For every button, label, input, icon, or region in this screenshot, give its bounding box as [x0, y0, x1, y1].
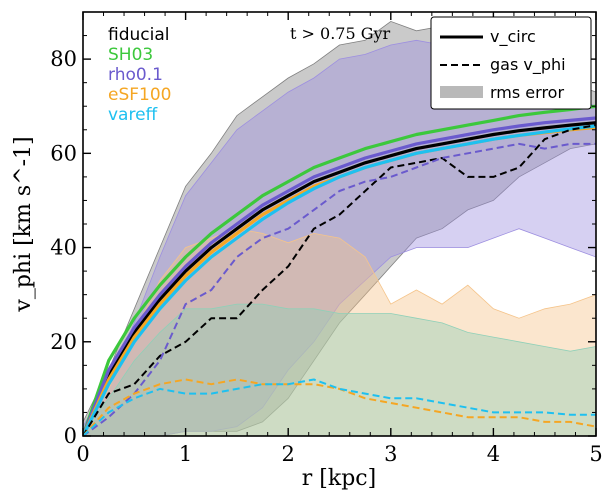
- gas-line-fiducial: [83, 124, 596, 436]
- x-tick-label: 4: [487, 442, 500, 466]
- x-tick-label: 1: [179, 442, 192, 466]
- gas-line-esf100: [83, 378, 596, 436]
- gas-line-vareff: [83, 378, 596, 436]
- y-tick-label: 60: [50, 141, 77, 165]
- legend: v_circ gas v_phi rms error: [430, 16, 592, 110]
- vcirc-line-rho0-1: [83, 116, 596, 436]
- x-tick-label: 5: [589, 442, 602, 466]
- y-tick-label: 40: [50, 236, 77, 260]
- legend-band-swatch: [440, 86, 483, 98]
- y-tick-label: 0: [64, 424, 77, 448]
- gas-line-rho0-1: [83, 142, 596, 436]
- x-tick-label: 2: [282, 442, 295, 466]
- time-annotation: t > 0.75 Gyr: [290, 24, 391, 43]
- y-axis-title: v_phi [km s^-1]: [11, 136, 36, 312]
- x-tick-label: 0: [76, 442, 89, 466]
- sim-label-esf100: eSF100: [108, 85, 171, 105]
- sim-label-vareff: vareff: [108, 105, 159, 125]
- axis-ticks: 0 1 2 3 4 5 0 20 40 60 80: [50, 11, 603, 466]
- vcirc-line-fiducial: [83, 121, 596, 436]
- legend-gas-label: gas v_phi: [490, 55, 566, 75]
- velocity-lines: [83, 104, 596, 436]
- legend-rms-label: rms error: [490, 83, 564, 102]
- sim-label-rho0-1: rho0.1: [108, 65, 163, 85]
- x-axis-title: r [kpc]: [302, 466, 376, 491]
- sim-label-fiducial: fiducial: [108, 25, 169, 45]
- band-vareff: [83, 303, 596, 436]
- legend-vcirc-label: v_circ: [490, 27, 536, 47]
- vcirc-line-sh03: [83, 104, 596, 436]
- y-tick-label: 20: [50, 330, 77, 354]
- y-tick-label: 80: [50, 47, 77, 71]
- vcirc-line-vareff: [83, 124, 596, 436]
- x-tick-label: 3: [384, 442, 397, 466]
- sim-label-sh03: SH03: [108, 45, 153, 65]
